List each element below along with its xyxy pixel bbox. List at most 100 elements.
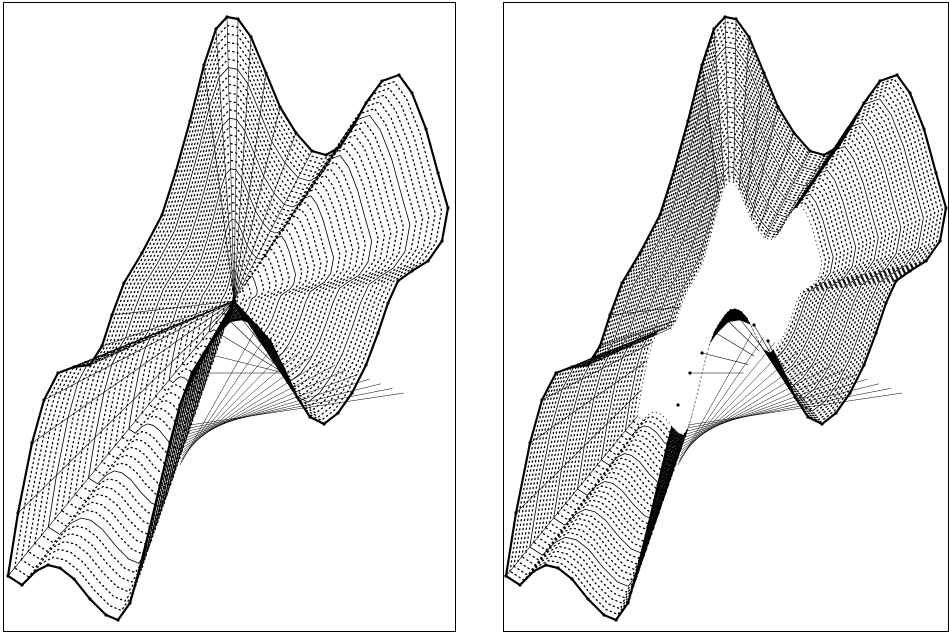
boundary-node xyxy=(638,251,642,255)
boundary-node xyxy=(793,395,797,399)
boundary-node xyxy=(504,574,508,578)
fan-line xyxy=(687,388,891,429)
boundary-node xyxy=(776,105,780,109)
boundary-node xyxy=(922,127,926,131)
mesh-spoke xyxy=(233,36,252,302)
boundary-node xyxy=(56,371,60,375)
boundary-node xyxy=(884,301,888,305)
contour-ring xyxy=(128,168,335,450)
boundary-node xyxy=(324,153,328,157)
contour-ring xyxy=(584,116,872,509)
boundary-node xyxy=(766,339,770,343)
fan-line xyxy=(187,378,370,435)
contour-ring xyxy=(101,134,360,489)
boundary-node xyxy=(16,511,20,515)
contour-ring xyxy=(544,66,910,565)
outer-boundary xyxy=(504,15,948,622)
boundary-node xyxy=(225,15,229,19)
mesh-spoke xyxy=(203,64,235,302)
mesh-spoke xyxy=(215,28,235,302)
contour-ring xyxy=(568,96,887,532)
boundary-node xyxy=(747,35,751,39)
mesh-spoke xyxy=(753,324,771,353)
boundary-node xyxy=(100,344,104,348)
fan-line xyxy=(180,337,266,463)
mesh-spoke xyxy=(571,328,665,368)
mesh-spoke xyxy=(101,300,235,347)
fan-line xyxy=(189,388,393,429)
mesh-spoke xyxy=(203,352,285,374)
boundary-node xyxy=(836,145,840,149)
boundary-node xyxy=(140,251,144,255)
boundary-node xyxy=(850,123,854,127)
mesh-spoke xyxy=(733,18,737,183)
boundary-node xyxy=(688,371,692,375)
fan-line xyxy=(685,378,868,435)
contour-ring xyxy=(181,235,284,375)
contour-ring xyxy=(525,41,928,593)
mesh-spoke xyxy=(541,342,653,401)
boundary-node xyxy=(626,601,630,605)
contour-ring xyxy=(616,156,842,464)
fan-line xyxy=(186,374,358,438)
mesh-spoke xyxy=(73,300,235,368)
boundary-node xyxy=(878,79,882,83)
boundary-node xyxy=(792,131,796,135)
mesh-spoke xyxy=(767,340,777,360)
boundary-node xyxy=(908,91,912,95)
boundary-node xyxy=(676,403,680,407)
boundary-node xyxy=(528,441,532,445)
contour-ring xyxy=(13,24,443,612)
contour-ring xyxy=(596,131,861,492)
mesh-spoke xyxy=(255,324,285,374)
boundary-node xyxy=(386,301,390,305)
boundary-node xyxy=(426,259,430,263)
boundary-node xyxy=(138,565,142,569)
mesh-group xyxy=(6,15,450,622)
contour-ring xyxy=(20,33,436,602)
boundary-node xyxy=(364,363,368,367)
boundary-node xyxy=(34,569,38,573)
fan-line xyxy=(677,332,753,466)
contour-ring xyxy=(34,49,424,583)
boundary-node xyxy=(686,119,690,123)
contour-ring xyxy=(208,269,258,337)
mesh-spoke xyxy=(764,150,811,239)
mesh-spoke xyxy=(229,320,285,374)
contour-ring xyxy=(47,67,411,564)
boundary-node xyxy=(808,149,812,153)
boundary-node xyxy=(598,344,602,348)
boundary-node xyxy=(820,422,824,426)
mesh-spoke xyxy=(217,332,285,374)
fan-line xyxy=(686,383,879,432)
contour-ring xyxy=(592,126,864,498)
mesh-spoke xyxy=(43,300,235,401)
contour-ring xyxy=(121,159,341,460)
boundary-node xyxy=(848,391,852,395)
mesh-spoke xyxy=(757,132,795,231)
contour-ring xyxy=(195,252,271,356)
contour-ring xyxy=(148,193,316,422)
boundary-node xyxy=(726,319,730,323)
fan-line xyxy=(189,392,405,426)
boundary-node xyxy=(268,339,272,343)
boundary-node xyxy=(294,131,298,135)
boundary-node xyxy=(264,71,268,75)
contour-ring xyxy=(588,121,868,504)
contour-ring xyxy=(134,176,328,441)
contour-ring xyxy=(154,201,309,413)
mesh-spoke xyxy=(233,72,267,302)
boundary-node xyxy=(350,391,354,395)
contour-ring xyxy=(54,75,405,555)
boundary-node xyxy=(338,145,342,149)
contour-ring xyxy=(175,227,290,385)
fan-line xyxy=(184,360,324,447)
boundary-node xyxy=(88,597,92,601)
right-mesh-panel xyxy=(503,2,949,632)
fan-line xyxy=(684,374,856,438)
contour-ring xyxy=(537,56,917,576)
boundary-node xyxy=(894,279,898,283)
boundary-node xyxy=(672,169,676,173)
boundary-node xyxy=(110,313,114,317)
mesh-spoke xyxy=(241,318,285,374)
